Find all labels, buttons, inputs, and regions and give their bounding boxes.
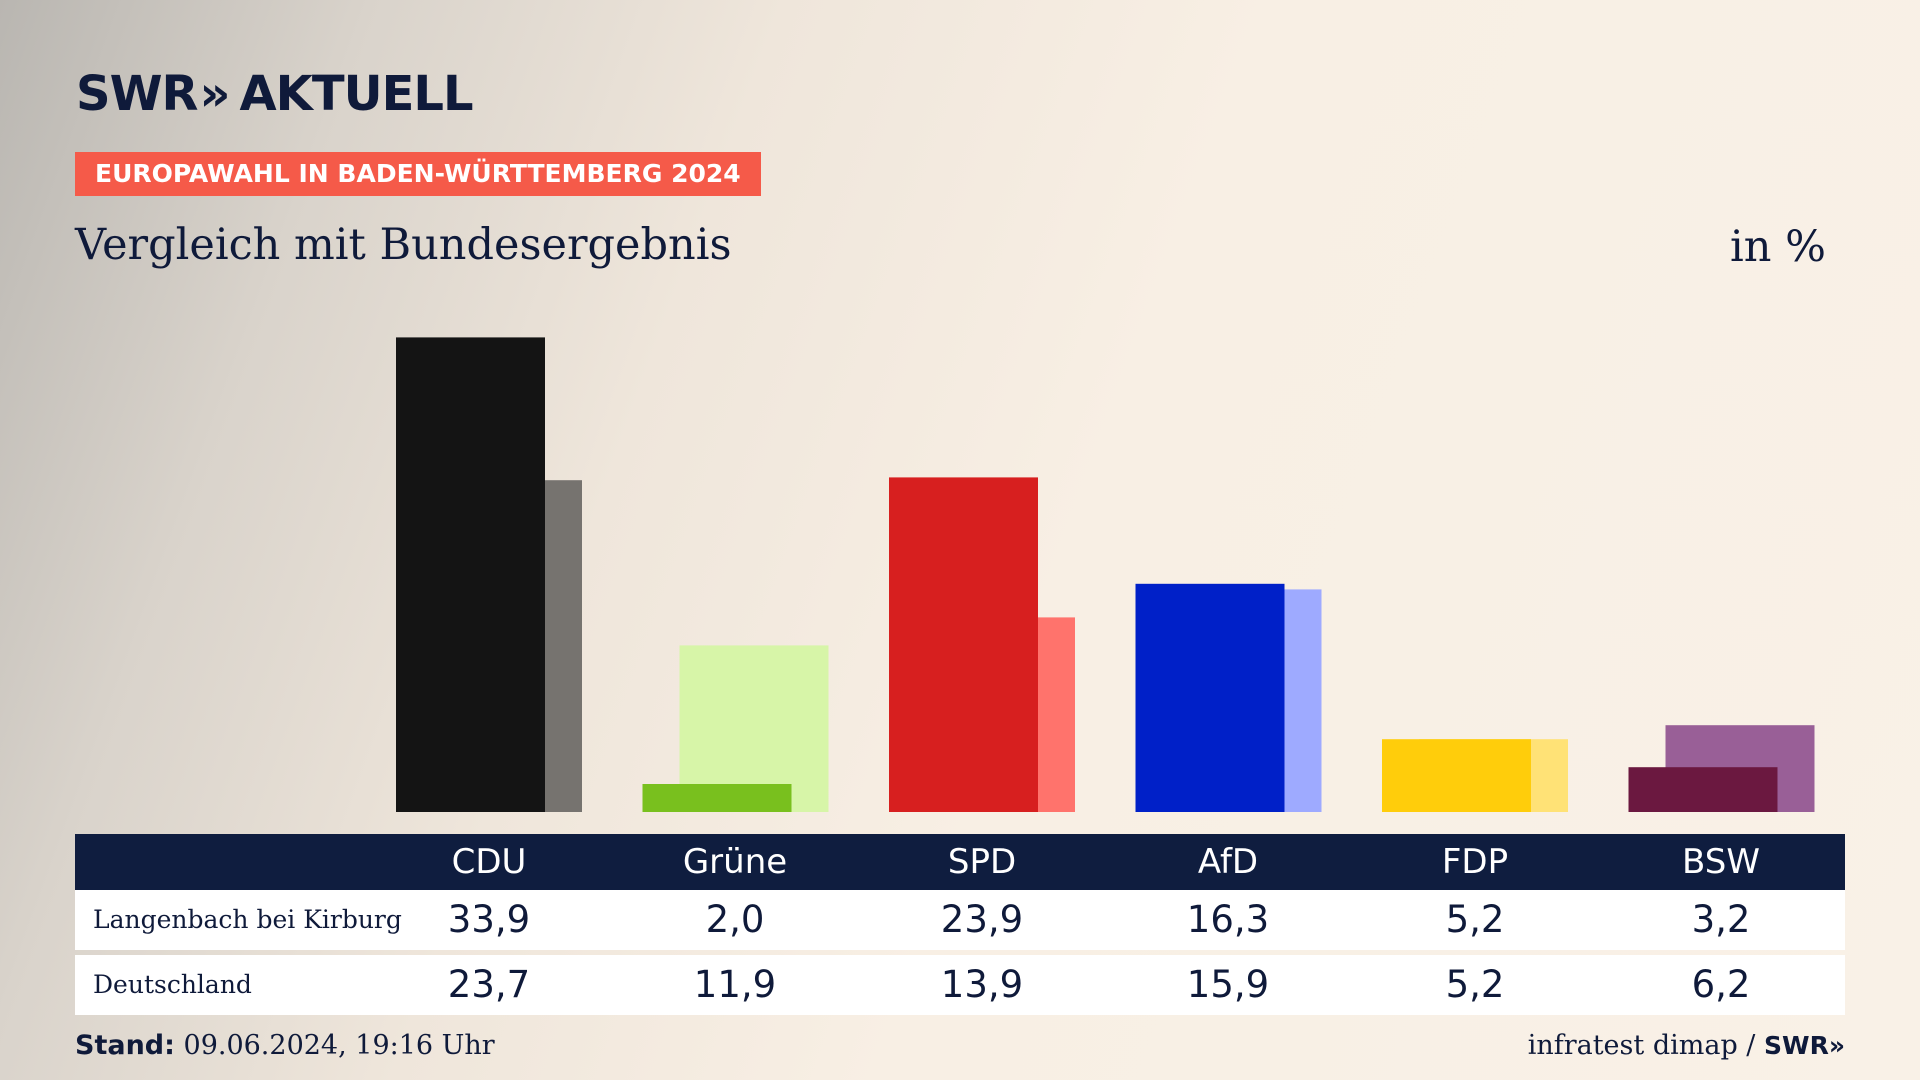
unit-label: in % bbox=[1730, 222, 1826, 272]
logo-swr-text: SWR bbox=[76, 66, 198, 122]
row-label: Deutschland bbox=[93, 970, 252, 999]
bar-local-bsw bbox=[1628, 767, 1778, 812]
table-row: Langenbach bei Kirburg 33,9 2,0 23,9 16,… bbox=[75, 890, 1845, 950]
cell-value: 13,9 bbox=[940, 963, 1024, 1006]
header-gruene: Grüne bbox=[682, 842, 788, 882]
stand-value: 09.06.2024, 19:16 Uhr bbox=[183, 1030, 495, 1061]
stand-label: Stand: bbox=[75, 1030, 175, 1061]
cell-value: 6,2 bbox=[1691, 963, 1751, 1006]
results-table: CDU Grüne SPD AfD FDP BSW Langenbach bei… bbox=[75, 834, 1845, 1015]
header-bsw: BSW bbox=[1682, 842, 1760, 882]
header-cdu: CDU bbox=[451, 842, 527, 882]
cell-value: 15,9 bbox=[1186, 963, 1270, 1006]
election-banner: EUROPAWAHL IN BADEN-WÜRTTEMBERG 2024 bbox=[75, 152, 761, 196]
cell-value: 11,9 bbox=[693, 963, 777, 1006]
bar-local-fdp bbox=[1382, 739, 1531, 812]
source-text: infratest dimap / bbox=[1527, 1030, 1756, 1061]
header-spd: SPD bbox=[947, 842, 1017, 882]
source-credit: infratest dimap / SWR» bbox=[1528, 1030, 1845, 1061]
bar-local-spd bbox=[889, 477, 1038, 812]
logo-chevron-icon: » bbox=[199, 66, 230, 122]
cell-value: 23,7 bbox=[447, 963, 531, 1006]
cell-value: 5,2 bbox=[1445, 898, 1505, 941]
chart-subtitle: Vergleich mit Bundesergebnis bbox=[75, 220, 732, 270]
header-fdp: FDP bbox=[1441, 842, 1509, 882]
bar-local-grüne bbox=[642, 784, 792, 812]
cell-value: 5,2 bbox=[1445, 963, 1505, 1006]
table-header-row: CDU Grüne SPD AfD FDP BSW bbox=[75, 834, 1845, 890]
logo-aktuell-text: AKTUELL bbox=[239, 66, 474, 122]
cell-value: 33,9 bbox=[447, 898, 531, 941]
swr-aktuell-logo: SWR» AKTUELL bbox=[76, 66, 474, 122]
bar-local-cdu bbox=[396, 337, 545, 812]
cell-value: 3,2 bbox=[1691, 898, 1751, 941]
cell-value: 23,9 bbox=[940, 898, 1024, 941]
table-row: Deutschland 23,7 11,9 13,9 15,9 5,2 6,2 bbox=[75, 955, 1845, 1015]
cell-value: 2,0 bbox=[705, 898, 765, 941]
swr-mini-logo: SWR» bbox=[1764, 1031, 1845, 1060]
bar-local-afd bbox=[1135, 583, 1285, 812]
cell-value: 16,3 bbox=[1186, 898, 1270, 941]
header-afd: AfD bbox=[1197, 842, 1259, 882]
timestamp: Stand: 09.06.2024, 19:16 Uhr bbox=[75, 1030, 495, 1061]
row-label: Langenbach bei Kirburg bbox=[93, 905, 402, 934]
